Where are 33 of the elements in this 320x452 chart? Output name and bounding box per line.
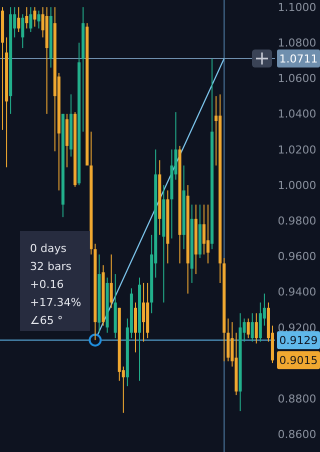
y-tick-label: 1.0400 bbox=[278, 108, 316, 121]
annotation: +0.16 bbox=[30, 278, 64, 291]
y-tick-label: 0.9200 bbox=[278, 321, 316, 334]
candlestick bbox=[21, 14, 24, 49]
y-tick-label: 0.9600 bbox=[278, 250, 316, 264]
annotation: 0 days bbox=[30, 242, 67, 255]
candlestick bbox=[254, 312, 258, 344]
ref-line-label: 1.0711 bbox=[279, 52, 318, 66]
text: 0.9015 bbox=[279, 354, 318, 367]
candlestick bbox=[202, 204, 206, 255]
candlestick bbox=[33, 6, 36, 28]
y-tick-label: 1.0000 bbox=[278, 178, 316, 192]
annotation: ∠65 ° bbox=[30, 314, 63, 327]
y-tick-label: 0.9800 bbox=[278, 214, 316, 228]
candlestick bbox=[110, 254, 113, 308]
y-tick-label: 0.8600 bbox=[278, 428, 316, 442]
candlestick bbox=[25, 6, 28, 29]
candlestick bbox=[29, 6, 32, 33]
candlestick bbox=[246, 318, 250, 339]
candlestick bbox=[37, 10, 40, 29]
y-tick-label: 0.8800 bbox=[278, 392, 316, 406]
candlestick bbox=[17, 6, 20, 33]
annotation: +17.34% bbox=[30, 296, 82, 309]
candlestick bbox=[142, 282, 146, 342]
candlestick bbox=[250, 312, 254, 342]
ref-line-label: 0.9129 bbox=[279, 334, 318, 347]
y-tick-label: 1.0600 bbox=[278, 72, 316, 86]
annotation: 32 bars bbox=[30, 260, 72, 273]
candlestick bbox=[206, 204, 210, 264]
y-tick-label: 1.1000 bbox=[278, 0, 316, 14]
y-tick-label: 1.0200 bbox=[278, 143, 316, 156]
y-tick-label: 1.0800 bbox=[278, 36, 316, 50]
y-tick-label: 0.9400 bbox=[278, 286, 316, 299]
